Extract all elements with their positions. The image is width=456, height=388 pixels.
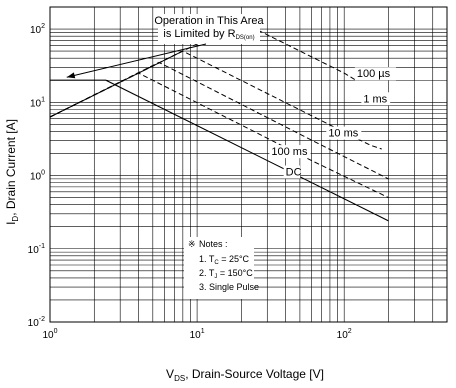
notes-asterisk-icon: ※ [188,239,196,249]
curve-label-background [361,92,391,106]
x-tick-label: 100 [42,328,57,341]
annotation-line-2: is Limited by RDS(on) [163,28,254,41]
curve-label: DC [286,167,302,179]
notes-line-3: 3. Single Pulse [199,282,259,292]
x-tick-label: 102 [337,328,352,341]
plot-frame [49,6,448,323]
curve-label-background [326,126,362,140]
y-tick-label: 100 [30,170,45,183]
curve-label-layer: 100 µs 1 ms 10 ms 100 ms DC [269,67,397,179]
y-tick-label: 101 [30,96,45,109]
y-tick-label: 10-1 [28,243,45,256]
notes-background [184,237,254,299]
y-axis-title: ID, Drain Current [A] [4,119,20,225]
annotation-arrow [66,43,207,78]
y-tick-labels: 10-2 10-1 100 101 102 [28,23,45,329]
curve-label: 10 ms [328,128,358,140]
curve-label-background [269,145,311,159]
y-tick-label: 10-2 [28,316,45,329]
annotation-line-1: Operation in This Area [154,15,264,27]
curve-label: 1 ms [363,93,387,105]
curve-label-background [283,165,301,179]
annotation-arrowhead [66,72,76,79]
notes-line-1: 1. TC = 25°C [199,254,250,266]
x-tick-label: 101 [190,328,205,341]
x-tick-labels: 100 101 102 [42,328,351,341]
curve-label: 100 ms [271,146,308,158]
notes-line-2: 2. TJ = 150°C [199,268,253,280]
annotation-background [158,14,260,44]
x-axis-title: VDS, Drain-Source Voltage [V] [166,367,324,383]
notes-title: Notes : [199,239,228,249]
curve-label-background [354,67,397,81]
y-tick-label: 102 [30,23,45,36]
series-line-100ms [49,72,389,199]
curve-label: 100 µs [357,68,391,80]
